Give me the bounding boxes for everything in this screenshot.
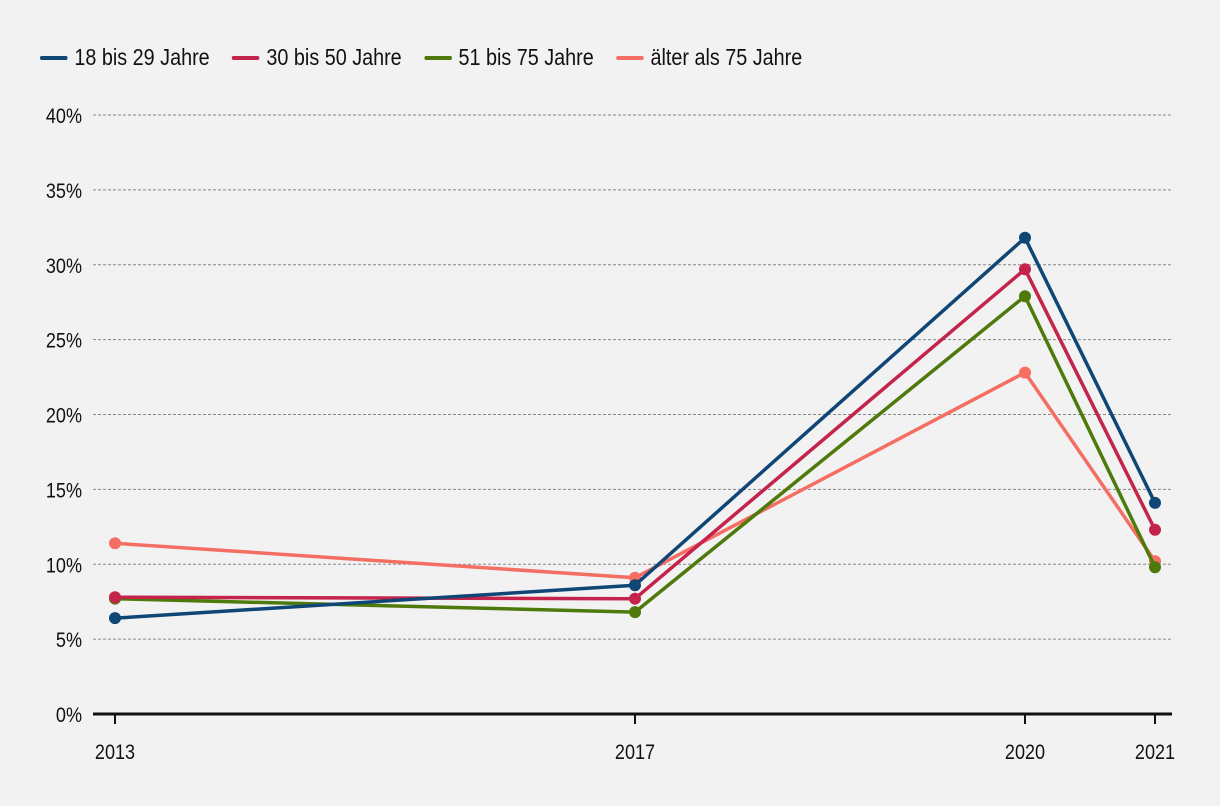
data-point [1019, 231, 1031, 244]
x-tick-label: 2013 [95, 741, 135, 765]
legend-item: 51 bis 75 Jahre [424, 44, 594, 71]
legend-label: 51 bis 75 Jahre [458, 44, 594, 70]
legend-swatch [616, 55, 644, 60]
series-line-0 [114, 236, 1157, 620]
y-tick-label: 20% [46, 404, 82, 428]
y-tick-label: 10% [46, 554, 82, 578]
data-point [1149, 496, 1161, 509]
data-point [1019, 263, 1031, 276]
data-point [629, 606, 641, 619]
data-point [629, 592, 641, 605]
legend: 18 bis 29 Jahre 30 bis 50 Jahre 51 bis 75 … [40, 44, 802, 71]
legend-item: älter als 75 Jahre [616, 44, 802, 71]
x-tick-label: 2021 [1135, 741, 1175, 765]
legend-label: älter als 75 Jahre [650, 44, 803, 70]
data-point [109, 612, 121, 625]
legend-swatch [40, 55, 68, 60]
legend-label: 18 bis 29 Jahre [74, 44, 210, 70]
data-point [1019, 366, 1031, 379]
y-tick-label: 15% [46, 479, 82, 503]
legend-swatch [232, 55, 260, 60]
y-tick-label: 0% [56, 704, 82, 728]
legend-swatch [424, 55, 452, 60]
legend-item: 18 bis 29 Jahre [40, 44, 210, 71]
y-tick-label: 25% [46, 329, 82, 353]
series-line-3 [114, 370, 1157, 580]
data-point [1149, 561, 1161, 574]
data-point [629, 579, 641, 592]
series-line-1 [114, 267, 1157, 601]
legend-label: 30 bis 50 Jahre [266, 44, 402, 70]
x-tick-label: 2017 [615, 741, 655, 765]
series-line-2 [114, 294, 1157, 614]
y-tick-label: 35% [46, 180, 82, 204]
data-point [1149, 523, 1161, 536]
y-tick-label: 40% [46, 105, 82, 129]
data-point [109, 537, 121, 550]
y-tick-label: 30% [46, 255, 82, 279]
x-tick-label: 2020 [1005, 741, 1045, 765]
data-point [109, 591, 121, 604]
legend-item: 30 bis 50 Jahre [232, 44, 402, 71]
data-point [1019, 290, 1031, 303]
y-tick-label: 5% [56, 629, 82, 653]
